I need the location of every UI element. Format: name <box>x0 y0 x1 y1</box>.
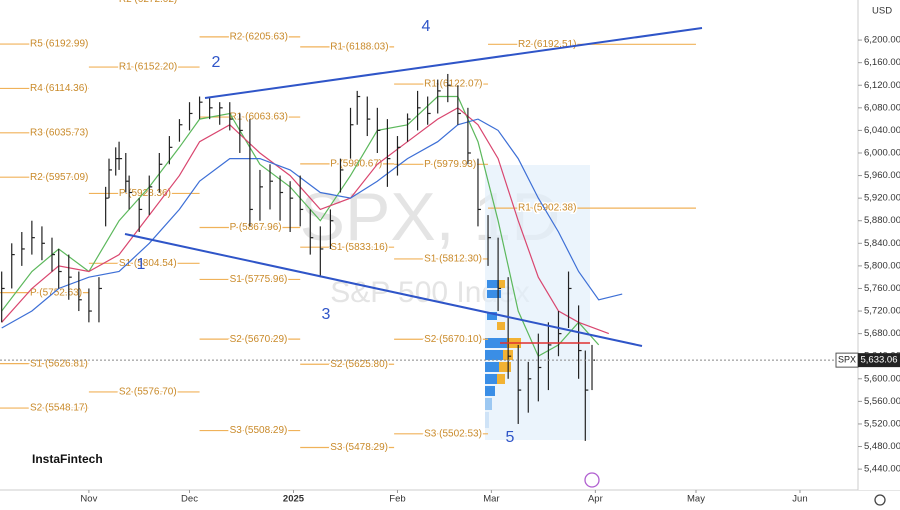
x-tick-label: Nov <box>80 494 97 505</box>
y-tick-label: 5,520.00 <box>864 418 900 429</box>
wave-label: 1 <box>137 256 146 273</box>
pivot-label: R1 (6063.63) <box>230 112 288 123</box>
pivot-label: S3 (5478.29) <box>330 442 388 453</box>
pivot-label: R2 (6205.63) <box>230 32 288 43</box>
pivot-label: S2 (5576.70) <box>119 387 177 398</box>
pivot-label: S1 (5812.30) <box>424 254 482 265</box>
y-tick-label: 5,720.00 <box>864 306 900 317</box>
pivot-label: S2 (5670.29) <box>230 334 288 345</box>
settings-icon[interactable] <box>874 494 886 506</box>
y-tick-label: 5,680.00 <box>864 328 900 339</box>
y-tick-label: 6,160.00 <box>864 57 900 68</box>
profile-bar <box>485 374 497 384</box>
y-tick-label: 5,480.00 <box>864 441 900 452</box>
profile-bar <box>497 322 505 330</box>
pivot-label: R3 (6035.73) <box>30 127 88 138</box>
pivot-label: R5 (6192.99) <box>30 39 88 50</box>
x-tick-label: May <box>687 494 705 505</box>
pivot-label: P (5928.36) <box>119 188 171 199</box>
y-tick-label: 5,760.00 <box>864 283 900 294</box>
pivot-label: S1 (5626.81) <box>30 358 88 369</box>
y-tick-label: 6,200.00 <box>864 35 900 46</box>
trend-line <box>124 233 643 347</box>
x-tick-label: Apr <box>588 494 603 505</box>
logo: InstaFintech <box>32 452 103 466</box>
profile-bar <box>499 280 505 288</box>
moving-average <box>1 107 610 335</box>
pivot-label: S3 (5508.29) <box>230 425 288 436</box>
wave-label: 3 <box>322 306 331 323</box>
moving-averages <box>1 95 623 358</box>
y-tick-label: 5,600.00 <box>864 373 900 384</box>
currency: USD <box>872 6 892 17</box>
pivot-label: R2 (6192.51) <box>518 39 576 50</box>
pivot-label: R1 (6152.20) <box>119 62 177 73</box>
x-tick-label: 2025 <box>283 494 305 505</box>
pivot-label: P (5752.63) <box>30 287 82 298</box>
y-tick-label: 5,840.00 <box>864 238 900 249</box>
pivot-label: P (5980.67) <box>330 159 382 170</box>
pivot-label: R2 (6272.02) <box>119 0 177 5</box>
profile-bar <box>499 362 511 372</box>
profile-bar <box>487 290 501 298</box>
pivot-label: S2 (5670.10) <box>424 334 482 345</box>
profile-bar <box>487 280 499 288</box>
pivot-label: S1 (5833.16) <box>330 242 388 253</box>
y-tick-label: 5,560.00 <box>864 396 900 407</box>
logo-box <box>26 447 106 473</box>
x-tick-label: Mar <box>483 494 499 505</box>
x-axis: Nov Dec 2025 Feb Mar Apr May Jun <box>0 489 900 505</box>
y-tick-label: 6,120.00 <box>864 80 900 91</box>
profile-bar <box>497 374 505 384</box>
y-tick-label: 5,920.00 <box>864 193 900 204</box>
pivot-label: S1 (5804.54) <box>119 258 177 269</box>
wave-label: 5 <box>506 429 515 446</box>
profile-bar <box>485 412 489 428</box>
profile-bar <box>485 386 495 396</box>
moving-average <box>1 95 600 358</box>
trend-line <box>204 27 703 99</box>
pivot-label: R1 (6188.03) <box>330 41 388 52</box>
y-tick-label: 5,880.00 <box>864 215 900 226</box>
pivot-label: S2 (5625.80) <box>330 359 388 370</box>
event-icon[interactable] <box>584 472 600 488</box>
y-tick-label: 6,080.00 <box>864 102 900 113</box>
y-axis: USD 5,440.00 5,480.00 5,520.00 5,560.00 5,60… <box>857 0 900 490</box>
moving-average <box>1 118 623 329</box>
y-tick-label: 5,440.00 <box>864 464 900 475</box>
wave-labels: 1 2 3 4 5 <box>137 18 515 446</box>
price-box <box>858 353 900 368</box>
symbol-label: SPX <box>838 355 856 365</box>
x-tick-label: Feb <box>389 494 405 505</box>
profile-bar <box>487 312 497 320</box>
axis-background <box>858 0 900 490</box>
pivot-label: S1 (5775.96) <box>230 274 288 285</box>
x-tick-label: Dec <box>181 494 198 505</box>
y-tick-label: 5,960.00 <box>864 170 900 181</box>
profile-bar <box>485 398 492 410</box>
range-highlight <box>485 165 590 440</box>
pivot-label: R2 (5957.09) <box>30 172 88 183</box>
pivot-label: R1 (6122.07) <box>424 79 482 90</box>
y-tick-label: 5,800.00 <box>864 260 900 271</box>
profile-bar <box>485 362 499 372</box>
pivot-label: R4 (6114.36) <box>30 83 88 94</box>
wave-label: 2 <box>212 54 221 71</box>
profile-bar <box>485 338 507 348</box>
profile-bar <box>485 350 503 360</box>
price-bars <box>1 73 596 441</box>
pivot-label: S2 (5548.17) <box>30 403 88 414</box>
pivot-levels: R5 (6192.99) R4 (6114.36) R3 (6035.73) R2 (… <box>0 0 696 455</box>
x-tick-label: Jun <box>792 494 807 505</box>
y-tick-label: 6,000.00 <box>864 147 900 158</box>
y-tick-label: 6,040.00 <box>864 125 900 136</box>
pivot-label: P (5979.93) <box>424 159 476 170</box>
pivot-label: P (5867.96) <box>230 222 282 233</box>
pivot-label: S3 (5502.53) <box>424 428 482 439</box>
pivot-label: R1 (5902.38) <box>518 203 576 214</box>
last-price-label: 5,633.06 <box>861 355 898 366</box>
wave-label: 4 <box>422 18 431 35</box>
